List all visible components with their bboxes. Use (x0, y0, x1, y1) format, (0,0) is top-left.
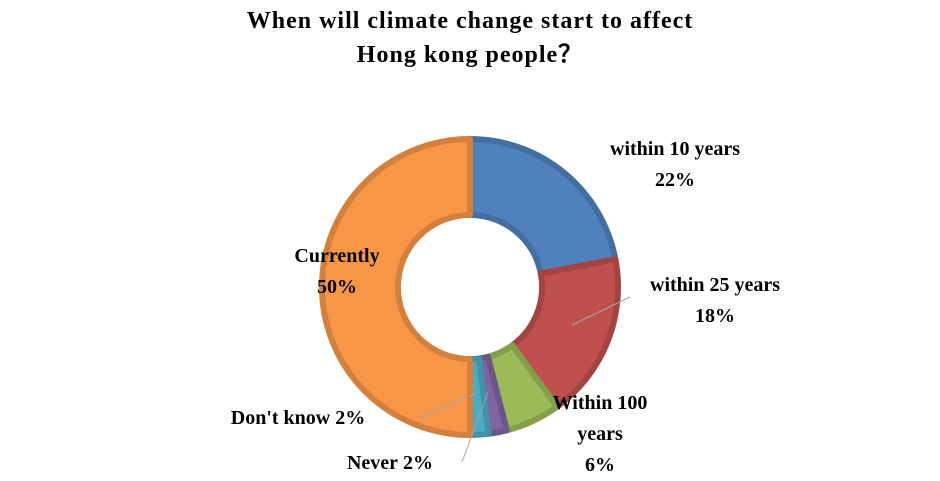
label-text: within 25 years (650, 274, 780, 296)
data-label: Within 100 years 6% (530, 388, 670, 481)
leader-line (571, 296, 631, 326)
label-text: 18% (695, 305, 735, 327)
donut-slice (467, 136, 619, 277)
donut-hole (401, 218, 539, 356)
label-text: 6% (585, 454, 615, 476)
label-text: within 10 years (610, 138, 740, 160)
label-text: Within 100 years (552, 392, 648, 445)
donut-slice (319, 136, 473, 438)
data-label: Don't know 2% (231, 403, 365, 434)
leader-line (461, 391, 489, 463)
chart-title: When will climate change start to affect (246, 8, 694, 34)
label-text: 2% (335, 407, 366, 429)
chart-title: Hong kong people？ (356, 42, 584, 68)
label-text: 22% (655, 169, 695, 191)
leader-line (419, 392, 477, 419)
data-label: Never 2% (347, 448, 433, 479)
label-text: Currently (294, 245, 380, 267)
donut-slice (509, 256, 621, 410)
data-label: Currently 50% (294, 241, 379, 303)
label-text: 50% (317, 276, 357, 298)
data-label: within 10 years 22% (610, 134, 740, 196)
data-label: within 25 years 18% (650, 270, 780, 332)
label-text: Never (346, 452, 399, 474)
label-text: 2% (403, 452, 434, 474)
label-text: Don't know (230, 407, 331, 429)
